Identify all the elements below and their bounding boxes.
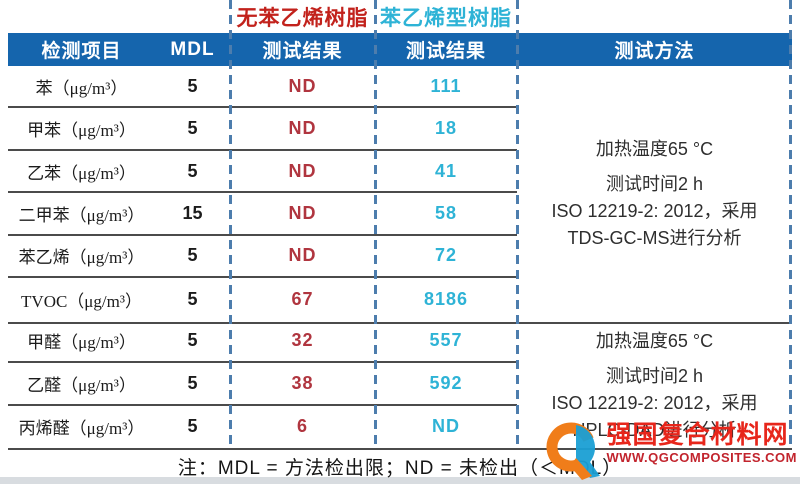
item-cell: 甲醛（μg/m³）: [27, 333, 136, 353]
table-row: TVOC（μg/m³） 5 67 8186: [8, 278, 517, 320]
mdl-cell: 5: [187, 75, 198, 96]
mdl-cell: 5: [187, 160, 198, 181]
mdl-cell: 5: [187, 288, 198, 309]
column-header-result1: 测试结果: [262, 41, 343, 62]
result2-cell: ND: [432, 416, 460, 437]
method-line: ISO 12219-2: 2012，采用: [551, 393, 758, 413]
column-header-method: 测试方法: [614, 41, 695, 62]
result1-cell: ND: [288, 75, 317, 96]
mdl-cell: 5: [187, 118, 198, 139]
watermark-site-url: WWW.QGCOMPOSITES.COM: [606, 450, 797, 465]
method-line: 测试时间2 h: [605, 174, 704, 194]
table-row: 丙烯醛（μg/m³） 5 6 ND: [8, 406, 517, 448]
method-column: 加热温度65 °C 测试时间2 h ISO 12219-2: 2012，采用 T…: [517, 66, 792, 448]
footnote: 注：MDL = 方法检出限；ND = 未检出（＜MDL）: [177, 458, 623, 479]
result1-cell: ND: [288, 118, 317, 139]
result2-cell: 18: [434, 118, 458, 139]
column-divider: [516, 0, 519, 450]
column-header-result2: 测试结果: [405, 41, 486, 62]
q-logo-icon: [546, 422, 601, 480]
method-group-divider: [8, 322, 792, 324]
mdl-cell: 5: [187, 330, 198, 351]
method-line: TDS-GC-MS进行分析: [567, 228, 742, 248]
result2-cell: 41: [434, 160, 458, 181]
column-header-item: 检测项目: [41, 41, 122, 62]
item-cell: 丙烯醛（μg/m³）: [18, 419, 145, 439]
result1-cell: ND: [288, 245, 317, 266]
column-divider: [229, 0, 232, 450]
item-cell: 乙醛（μg/m³）: [27, 375, 136, 395]
result1-cell: ND: [288, 160, 317, 181]
method-line: 加热温度65 °C: [595, 139, 714, 159]
column-divider: [374, 0, 377, 450]
table-row: 二甲苯（μg/m³） 15 ND 58: [8, 193, 517, 236]
mdl-cell: 15: [182, 203, 203, 224]
method-cell-tds-gc-ms: 加热温度65 °C 测试时间2 h ISO 12219-2: 2012，采用 T…: [517, 66, 792, 322]
method-cell-hplc-dad: 加热温度65 °C 测试时间2 h ISO 12219-2: 2012，采用 H…: [517, 322, 792, 450]
method-line: ISO 12219-2: 2012，采用: [551, 201, 758, 221]
table-row: 苯（μg/m³） 5 ND 111: [8, 66, 517, 109]
result1-cell: 32: [291, 330, 314, 351]
bottom-bar: [0, 477, 800, 484]
result2-cell: 72: [434, 245, 458, 266]
table-rows: 苯（μg/m³） 5 ND 111 甲苯（μg/m³） 5 ND 18 乙苯（μ…: [8, 66, 517, 448]
column-divider: [789, 0, 792, 450]
item-cell: 苯乙烯（μg/m³）: [18, 248, 145, 268]
item-cell: TVOC（μg/m³）: [21, 291, 142, 311]
group-label-styrene: 苯乙烯型树脂: [380, 6, 512, 30]
table-row: 甲苯（μg/m³） 5 ND 18: [8, 108, 517, 151]
result2-cell: 111: [430, 75, 462, 96]
watermark-site-name: 强国复合材料网: [606, 421, 789, 449]
table-body: 苯（μg/m³） 5 ND 111 甲苯（μg/m³） 5 ND 18 乙苯（μ…: [8, 66, 792, 450]
result1-cell: 38: [291, 372, 314, 393]
group-label-no-styrene: 无苯乙烯树脂: [236, 6, 369, 30]
item-cell: 苯（μg/m³）: [35, 78, 128, 98]
item-cell: 甲苯（μg/m³）: [27, 121, 136, 141]
table-row: 苯乙烯（μg/m³） 5 ND 72: [8, 236, 517, 279]
result1-cell: 6: [296, 416, 308, 437]
result1-cell: ND: [288, 203, 317, 224]
table-row: 乙苯（μg/m³） 5 ND 41: [8, 151, 517, 194]
result2-cell: 8186: [423, 288, 469, 309]
table-row: 乙醛（μg/m³） 5 38 592: [8, 363, 517, 406]
mdl-cell: 5: [187, 245, 198, 266]
mdl-cell: 5: [187, 416, 198, 437]
method-line: HPLC-DAD进行分析: [572, 420, 737, 440]
method-line: 加热温度65 °C: [595, 331, 714, 351]
result2-cell: 557: [429, 330, 463, 351]
result2-cell: 592: [429, 372, 463, 393]
column-header-mdl: MDL: [170, 38, 215, 60]
table-header-row: 检测项目 MDL 测试结果 测试结果 测试方法: [8, 33, 792, 66]
result2-cell: 58: [434, 203, 458, 224]
table-row: 甲醛（μg/m³） 5 32 557: [8, 321, 517, 364]
item-cell: 乙苯（μg/m³）: [27, 163, 136, 183]
method-line: 测试时间2 h: [605, 366, 704, 386]
mdl-cell: 5: [187, 372, 198, 393]
watermark: 强国复合材料网 WWW.QGCOMPOSITES.COM: [546, 420, 797, 482]
result1-cell: 67: [291, 288, 314, 309]
item-cell: 二甲苯（μg/m³）: [18, 206, 145, 226]
